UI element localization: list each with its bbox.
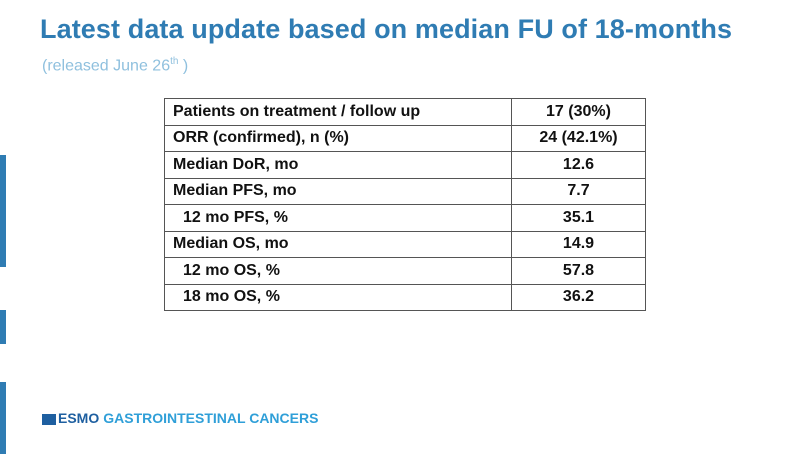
row-label: Median PFS, mo: [164, 177, 512, 205]
table-row: Median OS, mo 14.9: [164, 230, 646, 258]
subtitle-prefix: (released June 26: [42, 57, 171, 75]
row-label: 12 mo OS, %: [164, 257, 512, 285]
row-value: 17 (30%): [511, 98, 646, 126]
table-row: 12 mo OS, % 57.8: [164, 257, 646, 285]
row-label: ORR (confirmed), n (%): [164, 124, 512, 152]
logo-esmo-text: ESMO: [58, 410, 100, 426]
results-table: Patients on treatment / follow up 17 (30…: [164, 98, 646, 311]
row-value: 12.6: [511, 151, 646, 179]
row-value: 7.7: [511, 177, 646, 205]
decorative-side-bar: [0, 382, 6, 454]
row-value: 24 (42.1%): [511, 124, 646, 152]
row-label: 18 mo OS, %: [164, 283, 512, 311]
logo-mark-icon: [42, 413, 56, 425]
table-row: Median DoR, mo 12.6: [164, 151, 646, 179]
logo-gi-text: GASTROINTESTINAL CANCERS: [103, 410, 319, 426]
table-row: ORR (confirmed), n (%) 24 (42.1%): [164, 124, 646, 152]
table-row: 12 mo PFS, % 35.1: [164, 204, 646, 232]
row-label: Median OS, mo: [164, 230, 512, 258]
subtitle-superscript: th: [170, 56, 179, 67]
row-label: Median DoR, mo: [164, 151, 512, 179]
subtitle-suffix: ): [178, 57, 189, 75]
table-row: 18 mo OS, % 36.2: [164, 283, 646, 311]
slide-subtitle: (released June 26th ): [42, 56, 188, 75]
row-value: 35.1: [511, 204, 646, 232]
table-row: Patients on treatment / follow up 17 (30…: [164, 98, 646, 126]
table-row: Median PFS, mo 7.7: [164, 177, 646, 205]
decorative-side-bar: [0, 310, 6, 344]
esmo-gi-logo: ESMO GASTROINTESTINAL CANCERS: [42, 410, 318, 426]
row-value: 36.2: [511, 283, 646, 311]
row-label: Patients on treatment / follow up: [164, 98, 512, 126]
row-label: 12 mo PFS, %: [164, 204, 512, 232]
decorative-side-bar: [0, 155, 6, 267]
row-value: 14.9: [511, 230, 646, 258]
row-value: 57.8: [511, 257, 646, 285]
slide-title: Latest data update based on median FU of…: [40, 14, 733, 44]
